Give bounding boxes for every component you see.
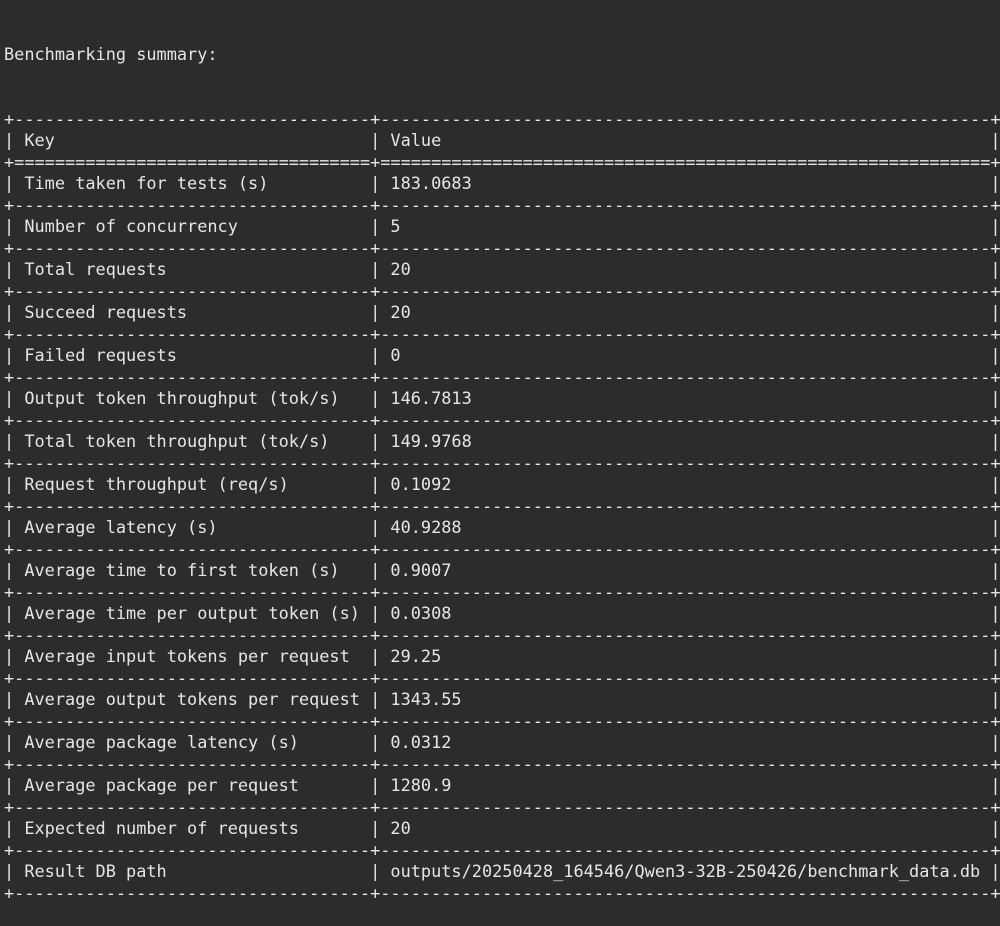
table-header-separator: +===================================+===… — [4, 151, 1000, 172]
key-cell: Average input tokens per request — [24, 646, 350, 666]
table-row: | Average output tokens per request | 13… — [4, 689, 1000, 709]
table-border: +-----------------------------------+---… — [4, 710, 1000, 731]
value-cell: 1280.9 — [390, 775, 452, 795]
table-border: +-----------------------------------+---… — [4, 237, 1000, 258]
table-row: | Number of concurrency | 5 | — [4, 216, 1000, 236]
value-cell: 20 — [390, 302, 411, 322]
value-cell: 0.9007 — [390, 560, 452, 580]
value-cell: 20 — [390, 259, 411, 279]
value-cell: 0.1092 — [390, 474, 452, 494]
table-border: +-----------------------------------+---… — [4, 323, 1000, 344]
key-cell: Average package per request — [24, 775, 299, 795]
table-border: +-----------------------------------+---… — [4, 796, 1000, 817]
table-border: +-----------------------------------+---… — [4, 538, 1000, 559]
table-row: | Result DB path | outputs/20250428_1645… — [4, 861, 1000, 881]
value-cell: 0 — [390, 345, 401, 365]
key-cell: Number of concurrency — [24, 216, 238, 236]
table-border: +-----------------------------------+---… — [4, 495, 1000, 516]
table-row: | Average package per request | 1280.9 | — [4, 775, 1000, 795]
table-border: +-----------------------------------+---… — [4, 366, 1000, 387]
summary-table: +-----------------------------------+---… — [4, 109, 1000, 905]
table-row: | Output token throughput (tok/s) | 146.… — [4, 388, 1000, 408]
table-row: | Average package latency (s) | 0.0312 | — [4, 732, 1000, 752]
key-cell: Result DB path — [24, 861, 167, 881]
key-cell: Succeed requests — [24, 302, 188, 322]
table-border: +-----------------------------------+---… — [4, 108, 1000, 129]
table-row: | Average time per output token (s) | 0.… — [4, 603, 1000, 623]
table-border: +-----------------------------------+---… — [4, 882, 1000, 903]
key-cell: Average package latency (s) — [24, 732, 299, 752]
key-cell: Failed requests — [24, 345, 177, 365]
table-row: | Request throughput (req/s) | 0.1092 | — [4, 474, 1000, 494]
key-cell: Total requests — [24, 259, 167, 279]
value-cell: 146.7813 — [390, 388, 472, 408]
value-cell: 29.25 — [390, 646, 442, 666]
key-cell: Time taken for tests (s) — [24, 173, 269, 193]
value-cell: 149.9768 — [390, 431, 472, 451]
table-border: +-----------------------------------+---… — [4, 667, 1000, 688]
key-cell: Expected number of requests — [24, 818, 299, 838]
table-row: | Average input tokens per request | 29.… — [4, 646, 1000, 666]
key-cell: Total token throughput (tok/s) — [24, 431, 330, 451]
value-cell: outputs/20250428_164546/Qwen3-32B-250426… — [390, 861, 981, 881]
key-cell: Output token throughput (tok/s) — [24, 388, 340, 408]
table-border: +-----------------------------------+---… — [4, 194, 1000, 215]
table-row: | Succeed requests | 20 | — [4, 302, 1000, 322]
table-row: | Total requests | 20 | — [4, 259, 1000, 279]
table-row: | Total token throughput (tok/s) | 149.9… — [4, 431, 1000, 451]
table-border: +-----------------------------------+---… — [4, 581, 1000, 602]
value-cell: 20 — [390, 818, 411, 838]
table-header-row: | Key | Value | — [4, 130, 1000, 150]
table-border: +-----------------------------------+---… — [4, 280, 1000, 301]
table-border: +-----------------------------------+---… — [4, 839, 1000, 860]
key-cell: Average time to first token (s) — [24, 560, 340, 580]
value-cell: 183.0683 — [390, 173, 472, 193]
table-border: +-----------------------------------+---… — [4, 753, 1000, 774]
value-cell: Value — [390, 130, 442, 150]
key-cell: Average output tokens per request — [24, 689, 360, 709]
value-cell: 1343.55 — [390, 689, 462, 709]
value-cell: 0.0312 — [390, 732, 452, 752]
value-cell: 40.9288 — [390, 517, 462, 537]
table-row: | Average time to first token (s) | 0.90… — [4, 560, 1000, 580]
table-border: +-----------------------------------+---… — [4, 452, 1000, 473]
table-row: | Expected number of requests | 20 | — [4, 818, 1000, 838]
key-cell: Average latency (s) — [24, 517, 218, 537]
table-row: | Failed requests | 0 | — [4, 345, 1000, 365]
key-cell: Key — [24, 130, 55, 150]
table-border: +-----------------------------------+---… — [4, 409, 1000, 430]
table-border: +-----------------------------------+---… — [4, 624, 1000, 645]
value-cell: 0.0308 — [390, 603, 452, 623]
key-cell: Request throughput (req/s) — [24, 474, 289, 494]
summary-title: Benchmarking summary: — [4, 44, 218, 64]
key-cell: Average time per output token (s) — [24, 603, 360, 623]
table-row: | Time taken for tests (s) | 183.0683 | — [4, 173, 1000, 193]
value-cell: 5 — [390, 216, 401, 236]
table-row: | Average latency (s) | 40.9288 | — [4, 517, 1000, 537]
